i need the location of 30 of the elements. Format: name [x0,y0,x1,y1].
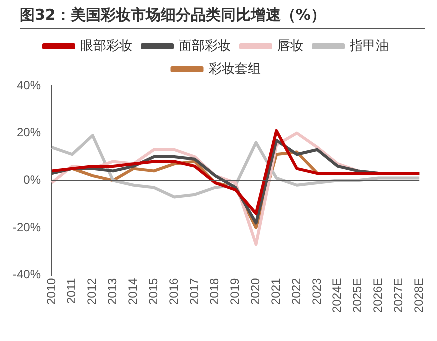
x-tick-label: 2027E [391,278,406,314]
legend-label: 面部彩妆 [179,38,231,54]
y-tick-label: -40% [13,268,42,282]
y-tick-label: 0% [24,172,42,187]
x-tick-label: 2023 [310,278,324,306]
x-tick-label: 2017 [187,278,202,306]
y-tick-label: -20% [13,220,42,234]
x-tick-label: 2018 [208,278,222,306]
x-tick-label: 2016 [166,278,181,306]
x-tick-label: 2025E [350,278,365,314]
chart-title: 图32：美国彩妆市场细分品类同比增速（%） [20,6,425,29]
legend-label: 彩妆套组 [208,62,261,77]
y-tick-label: 40% [16,78,42,92]
y-tick-label: 20% [16,126,42,140]
x-tick-label: 2022 [289,278,304,306]
x-tick-label: 2010 [44,278,58,306]
x-tick-label: 2013 [106,278,120,306]
x-tick-label: 2026E [371,278,386,314]
x-tick-label: 2012 [85,278,100,306]
x-tick-label: 2011 [64,278,79,304]
x-tick-label: 2015 [146,278,160,306]
legend-label: 指甲油 [349,38,389,54]
legend-label: 唇妆 [278,38,304,54]
x-tick-label: 2021 [268,278,283,306]
legend-label: 眼部彩妆 [80,38,132,54]
x-tick-label: 2014 [126,278,140,306]
x-tick-label: 2028E [412,278,426,314]
x-tick-label: 2020 [248,278,263,306]
x-tick-label: 2024E [330,278,344,314]
x-tick-label: 2019 [228,278,242,306]
